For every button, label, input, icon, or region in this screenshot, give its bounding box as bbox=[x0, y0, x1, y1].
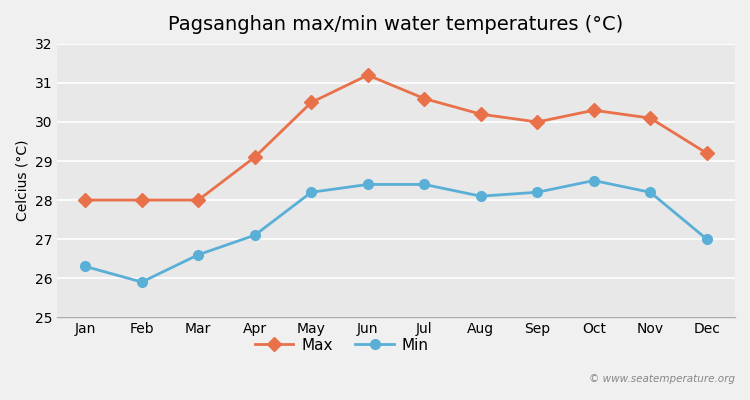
Title: Pagsanghan max/min water temperatures (°C): Pagsanghan max/min water temperatures (°… bbox=[169, 15, 624, 34]
Text: © www.seatemperature.org: © www.seatemperature.org bbox=[589, 374, 735, 384]
Legend: Max, Min: Max, Min bbox=[249, 332, 434, 359]
Y-axis label: Celcius (°C): Celcius (°C) bbox=[15, 140, 29, 221]
